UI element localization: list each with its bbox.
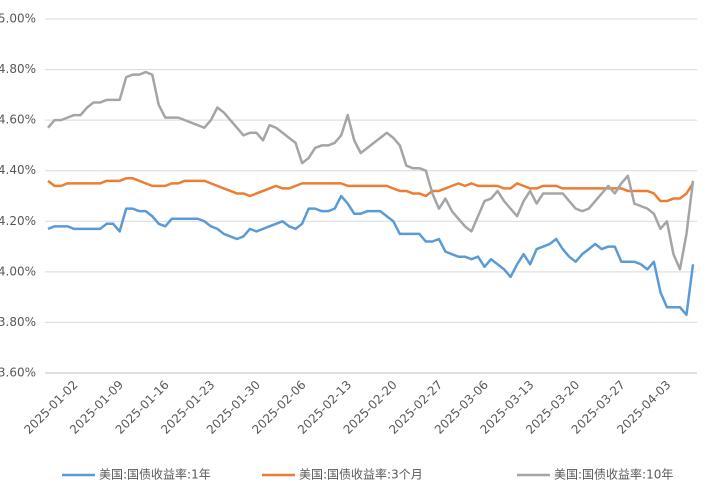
y-tick-label: 4.60% (0, 113, 36, 127)
y-tick-label: 4.00% (0, 264, 36, 278)
y-tick-label: 3.60% (0, 366, 36, 380)
legend-label: 美国:国债收益率:1年 (99, 467, 211, 482)
legend-label: 美国:国债收益率:10年 (554, 467, 673, 482)
series-line (47, 194, 695, 317)
y-tick-label: 4.40% (0, 163, 36, 177)
y-tick-label: 3.80% (0, 315, 36, 329)
y-tick-label: 4.20% (0, 214, 36, 228)
series-line (47, 70, 695, 271)
y-tick-label: 5.00% (0, 12, 36, 26)
y-tick-label: 4.80% (0, 62, 36, 76)
legend-label: 美国:国债收益率:3个月 (299, 467, 423, 482)
series-line (47, 177, 695, 203)
